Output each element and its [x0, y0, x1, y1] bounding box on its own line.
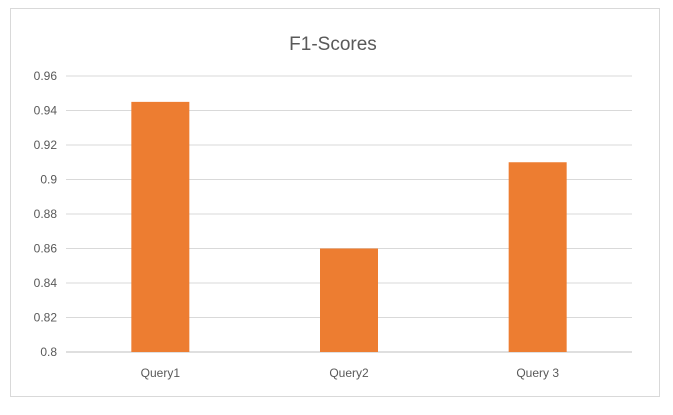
y-axis: 0.8 0.82 0.84 0.86 0.88 0.9 0.92 0.94 0.96 [34, 69, 58, 359]
y-tick-label: 0.96 [34, 69, 58, 83]
y-tick-label: 0.92 [34, 138, 58, 152]
x-tick-label: Query 3 [516, 366, 559, 380]
bar [131, 101, 190, 352]
chart-title: F1-Scores [289, 34, 377, 55]
x-axis: Query1 Query2 Query 3 [141, 366, 560, 380]
x-tick-label: Query2 [329, 366, 369, 380]
y-tick-label: 0.94 [34, 104, 58, 118]
y-tick-label: 0.84 [34, 276, 58, 290]
y-tick-label: 0.9 [40, 173, 57, 187]
x-tick-label: Query1 [141, 366, 181, 380]
y-tick-label: 0.82 [34, 311, 58, 325]
y-tick-label: 0.8 [40, 345, 57, 359]
bar [508, 162, 567, 352]
bars [131, 101, 567, 352]
y-tick-label: 0.88 [34, 207, 58, 221]
bar [320, 248, 378, 352]
y-tick-label: 0.86 [34, 242, 58, 256]
